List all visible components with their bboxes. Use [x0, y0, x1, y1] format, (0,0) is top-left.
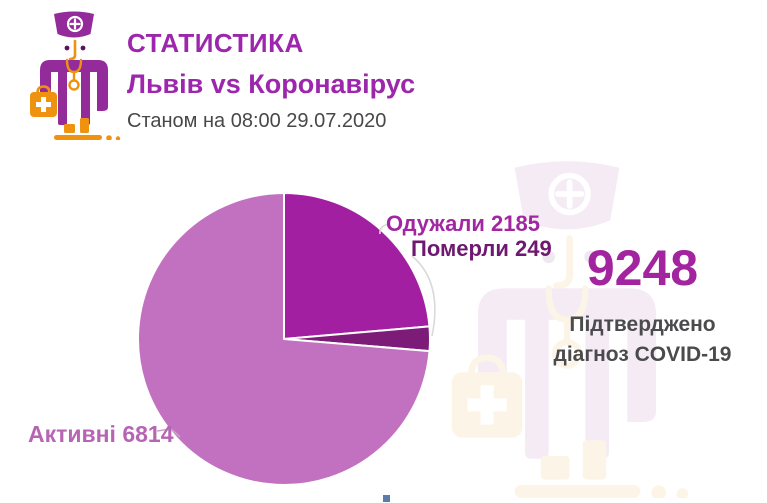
- pie-slice-active: [137, 192, 431, 486]
- leader-line-active: [156, 428, 181, 438]
- pie-slice-recovered: [283, 192, 431, 340]
- bottom-mark: [383, 495, 390, 502]
- confirmed-total-block: 9248 Підтверджено діагноз COVID-19: [520, 240, 765, 370]
- leader-line-recovered: [379, 223, 390, 235]
- caption-line-2: діагноз COVID-19: [553, 342, 732, 366]
- callout-line-deaths: [411, 255, 436, 337]
- page-subtitle: Львів vs Коронавірус: [127, 69, 416, 99]
- timestamp-line: Станом на 08:00 29.07.2020: [127, 110, 387, 132]
- header: СТАТИСТИКА Львів vs Коронавірус Станом н…: [127, 28, 415, 133]
- pie-label-deaths: Померли 249: [411, 236, 552, 261]
- caption-line-1: Підтверджено: [569, 312, 716, 336]
- page-title: СТАТИСТИКА: [127, 28, 304, 58]
- confirmed-total-caption: Підтверджено діагноз COVID-19: [520, 310, 765, 371]
- pie-label-recovered: Одужали 2185: [386, 211, 540, 236]
- pie-label-active: Активні 6814: [28, 421, 174, 447]
- confirmed-total-value: 9248: [586, 240, 699, 296]
